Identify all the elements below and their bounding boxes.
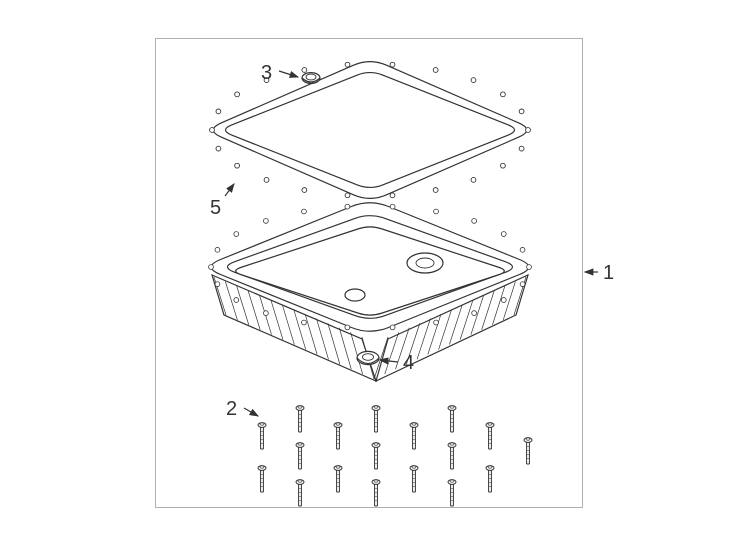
callout-4: 4 bbox=[403, 352, 414, 375]
callout-2: 2 bbox=[226, 398, 237, 421]
callout-1: 1 bbox=[603, 262, 614, 285]
callout-3: 3 bbox=[261, 62, 272, 85]
diagram-frame bbox=[155, 38, 583, 508]
callout-5: 5 bbox=[210, 197, 221, 220]
